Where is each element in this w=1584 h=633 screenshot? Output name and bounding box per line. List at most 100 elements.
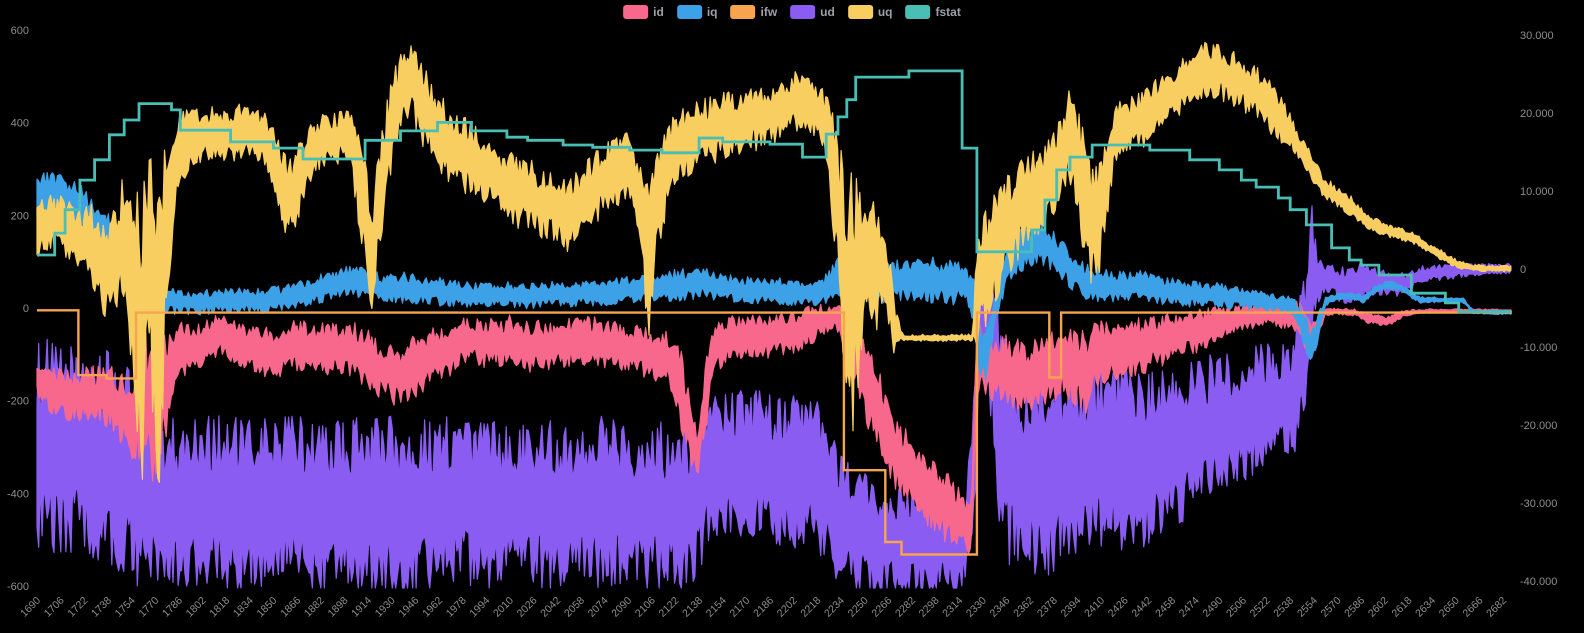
x-axis-label: 1690 [18, 595, 43, 620]
id-series-swatch [623, 5, 649, 19]
legend-label-ud: ud [820, 5, 835, 19]
legend-label-iq: iq [706, 5, 718, 19]
legend: id iq ifw ud uq fstat [623, 5, 961, 19]
x-axis-label: 2218 [798, 595, 823, 620]
right-axis-label: 10.000 [1520, 186, 1554, 198]
x-axis-label: 1818 [207, 595, 232, 620]
x-axis-label: 2666 [1460, 595, 1485, 620]
x-axis-label: 1706 [42, 595, 67, 620]
x-axis-label: 2650 [1437, 595, 1462, 620]
legend-item-id[interactable]: id [623, 5, 664, 19]
left-axis-label: -600 [7, 581, 29, 593]
x-axis-label: 1978 [444, 595, 469, 620]
x-axis-label: 2154 [704, 595, 729, 620]
legend-label-fstat: fstat [935, 5, 961, 19]
x-axis-label: 2186 [751, 595, 776, 620]
x-axis-label: 1722 [65, 595, 90, 620]
right-axis-label: -30.000 [1520, 498, 1557, 510]
ud-series-swatch [790, 5, 816, 19]
series-fstat-line [37, 69, 1512, 314]
series-ud-band [36, 205, 1512, 589]
x-axis-label: 2538 [1271, 595, 1296, 620]
x-axis-label: 2506 [1224, 595, 1249, 620]
right-axis-label: -40.000 [1520, 576, 1557, 588]
x-axis-label: 2202 [775, 595, 800, 620]
x-axis-label: 2490 [1200, 595, 1225, 620]
x-axis-label: 1946 [396, 595, 421, 620]
x-axis-label: 2378 [1035, 595, 1060, 620]
x-axis-label: 2442 [1129, 595, 1154, 620]
iq-series-swatch [676, 5, 702, 19]
legend-label-uq: uq [877, 5, 893, 19]
x-axis-label: 1914 [349, 595, 374, 620]
x-axis-label: 2234 [822, 595, 847, 620]
x-axis-label: 1834 [231, 595, 256, 620]
legend-label-id: id [653, 5, 664, 19]
x-axis-label: 2250 [846, 595, 871, 620]
x-axis-label: 2362 [1011, 595, 1036, 620]
x-axis-label: 2026 [515, 595, 540, 620]
left-axis-label: -200 [7, 396, 29, 408]
legend-label-ifw: ifw [760, 5, 778, 19]
x-axis-label: 2106 [633, 595, 658, 620]
left-axis-label: 600 [11, 25, 29, 37]
x-axis-label: 1994 [467, 595, 492, 620]
x-axis-label: 2314 [940, 595, 965, 620]
x-axis-label: 2090 [609, 595, 634, 620]
x-axis-label: 2522 [1248, 595, 1273, 620]
series-ifw-line [37, 309, 1512, 556]
x-axis-label: 2570 [1319, 595, 1344, 620]
series-iq-band [36, 172, 1512, 381]
x-axis-label: 2602 [1366, 595, 1391, 620]
right-axis-label: 30.000 [1520, 30, 1554, 42]
legend-item-ifw[interactable]: ifw [730, 5, 777, 19]
x-axis-label: 2298 [917, 595, 942, 620]
right-axis-label: 0 [1520, 264, 1526, 276]
x-axis-label: 1866 [278, 595, 303, 620]
x-axis-label: 2330 [964, 595, 989, 620]
x-axis-label: 2682 [1484, 595, 1509, 620]
right-axis-label: -20.000 [1520, 420, 1557, 432]
x-axis-label: 2458 [1153, 595, 1178, 620]
x-axis-label: 2138 [680, 595, 705, 620]
x-axis-label: 1802 [184, 595, 209, 620]
ifw-series-swatch [730, 5, 756, 19]
x-axis-label: 2618 [1390, 595, 1415, 620]
right-axis-label: -10.000 [1520, 342, 1557, 354]
legend-item-ud[interactable]: ud [790, 5, 835, 19]
x-axis-label: 2282 [893, 595, 918, 620]
x-axis-label: 2010 [491, 595, 516, 620]
x-axis-label: 2346 [988, 595, 1013, 620]
legend-item-uq[interactable]: uq [847, 5, 893, 19]
left-axis-label: 400 [11, 118, 29, 130]
left-axis-label: -400 [7, 488, 29, 500]
x-axis-label: 1962 [420, 595, 445, 620]
right-axis-label: 20.000 [1520, 108, 1554, 120]
x-axis-label: 2474 [1177, 595, 1202, 620]
x-axis-label: 1850 [255, 595, 280, 620]
x-axis-label: 2586 [1342, 595, 1367, 620]
legend-item-iq[interactable]: iq [676, 5, 718, 19]
x-axis-label: 2426 [1106, 595, 1131, 620]
x-axis-label: 2266 [869, 595, 894, 620]
x-axis-label: 1754 [113, 595, 138, 620]
series-uq-band [36, 41, 1512, 483]
x-axis-label: 1882 [302, 595, 327, 620]
fstat-series-swatch [905, 5, 931, 19]
x-axis-label: 1786 [160, 595, 185, 620]
left-axis-label: 0 [23, 303, 29, 315]
left-axis-label: 200 [11, 210, 29, 222]
x-axis-label: 2042 [538, 595, 563, 620]
x-axis-label: 2058 [562, 595, 587, 620]
x-axis-label: 2634 [1413, 595, 1438, 620]
x-axis-label: 1738 [89, 595, 114, 620]
x-axis-label: 2554 [1295, 595, 1320, 620]
legend-item-fstat[interactable]: fstat [905, 5, 961, 19]
x-axis-label: 2122 [657, 595, 682, 620]
x-axis-label: 1898 [326, 595, 351, 620]
x-axis-label: 1930 [373, 595, 398, 620]
x-axis-label: 2074 [586, 595, 611, 620]
x-axis-label: 2170 [727, 595, 752, 620]
